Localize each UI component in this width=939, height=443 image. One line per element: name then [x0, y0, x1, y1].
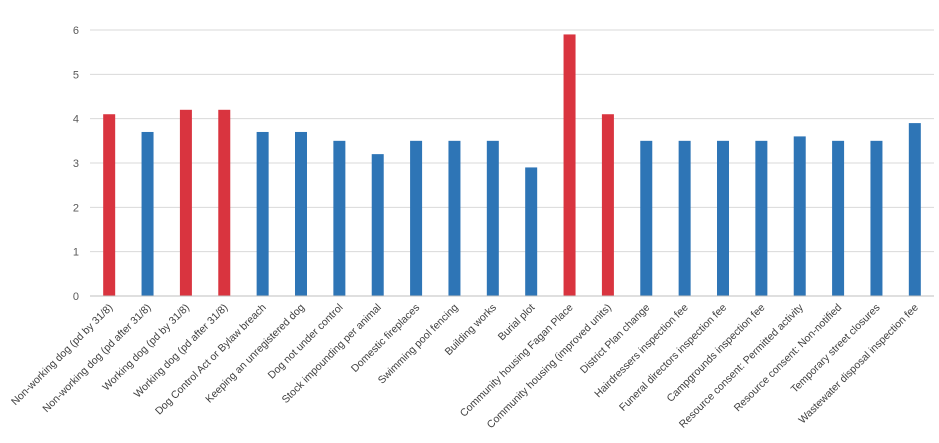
x-category-label: District Plan change [578, 302, 653, 377]
bar [218, 109, 231, 296]
bars [103, 34, 921, 296]
bar [486, 140, 499, 296]
bar [717, 140, 729, 296]
bar [179, 109, 192, 296]
bar [333, 140, 346, 296]
y-axis-ticks: 0 1 2 3 4 5 6 [73, 25, 79, 303]
bar [448, 140, 461, 296]
bar [141, 131, 154, 296]
y-tick-label: 5 [73, 69, 79, 81]
y-tick-label: 2 [73, 202, 79, 214]
bar [256, 131, 269, 296]
bar [678, 140, 691, 296]
x-category-label: Domestic fireplaces [349, 302, 422, 375]
bar [793, 136, 806, 296]
bar [601, 114, 614, 296]
y-tick-label: 4 [73, 114, 79, 126]
y-tick-label: 6 [73, 25, 79, 37]
bar [908, 123, 921, 296]
bar [410, 140, 423, 296]
bar [755, 140, 768, 296]
bar [563, 34, 576, 296]
gridlines [90, 29, 934, 253]
y-tick-label: 0 [73, 291, 79, 303]
bar [103, 114, 116, 296]
y-tick-label: 3 [73, 158, 79, 170]
x-axis-labels: Non-working dog (pd by 31/8)Non-working … [9, 301, 921, 431]
bar [870, 140, 883, 296]
bar [371, 154, 384, 296]
x-category-label: Dog not under control [266, 302, 346, 382]
bar [525, 167, 538, 296]
y-tick-label: 1 [73, 247, 79, 259]
bar [295, 131, 307, 296]
bar [640, 140, 653, 296]
bar [832, 140, 845, 296]
